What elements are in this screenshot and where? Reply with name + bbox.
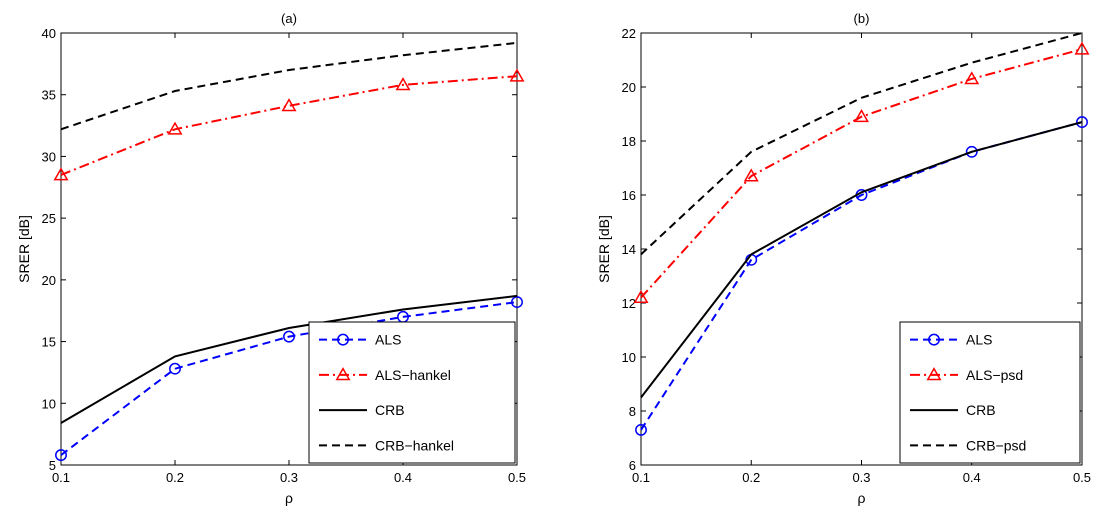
legend-marker bbox=[335, 367, 351, 381]
y-tick-label: 10 bbox=[622, 350, 636, 365]
series-line-2 bbox=[60, 294, 518, 424]
data-point bbox=[283, 330, 295, 343]
y-tick-label: 5 bbox=[49, 458, 56, 473]
y-axis-label: SRER [dB] bbox=[16, 215, 32, 283]
data-point bbox=[964, 71, 980, 85]
legend-label: CRB bbox=[966, 402, 996, 418]
y-tick-label: 20 bbox=[42, 273, 56, 288]
y-tick-label: 16 bbox=[622, 188, 636, 203]
data-point bbox=[965, 145, 978, 158]
x-tick-label: 0.2 bbox=[166, 470, 184, 485]
data-point bbox=[53, 167, 69, 181]
y-tick-label: 22 bbox=[622, 26, 636, 41]
y-tick-label: 8 bbox=[629, 404, 636, 419]
chart-b: 0.1 0.2 0.3 0.4 0.5 6 8 10 12 14 16 18 20 22 (b) ρ SRER … bbox=[596, 11, 1091, 506]
x-axis-label: ρ bbox=[285, 490, 293, 506]
y-tick-label: 18 bbox=[622, 134, 636, 149]
data-point bbox=[169, 362, 181, 375]
x-axis-label: ρ bbox=[858, 490, 866, 506]
y-tick-label: 15 bbox=[42, 335, 56, 350]
legend-marker bbox=[926, 367, 942, 381]
series-line-1 bbox=[60, 75, 518, 176]
legend: ALS ALS−hankel CRB CRB−hankel bbox=[308, 321, 516, 464]
legend-label: ALS bbox=[966, 332, 992, 348]
x-tick-label: 0.4 bbox=[963, 470, 981, 485]
data-point bbox=[281, 98, 297, 112]
y-tick-label: 14 bbox=[622, 242, 636, 257]
data-point bbox=[509, 68, 525, 82]
data-point bbox=[55, 449, 67, 462]
y-tick-label: 10 bbox=[42, 396, 56, 411]
x-tick-label: 0.4 bbox=[394, 470, 412, 485]
series-line-0 bbox=[60, 301, 518, 456]
legend-label: CRB bbox=[375, 402, 405, 418]
series-line-3 bbox=[60, 41, 518, 131]
x-tick-label: 0.5 bbox=[1073, 470, 1091, 485]
x-tick-label: 0.3 bbox=[280, 470, 298, 485]
data-point bbox=[167, 121, 183, 135]
legend-label: ALS bbox=[375, 332, 401, 348]
data-point bbox=[635, 423, 647, 436]
y-tick-label: 40 bbox=[42, 26, 56, 41]
y-tick-label: 25 bbox=[42, 211, 56, 226]
x-tick-label: 0.1 bbox=[632, 470, 650, 485]
y-tick-label: 35 bbox=[42, 88, 56, 103]
legend-label: CRB−psd bbox=[966, 437, 1026, 453]
chart-title: (b) bbox=[854, 11, 870, 26]
data-point bbox=[1074, 41, 1090, 55]
legend-marker bbox=[337, 333, 349, 346]
chart-a: 0.1 0.2 0.3 0.4 0.5 5 10 15 20 25 30 35 40 (a) ρ SRER [… bbox=[16, 11, 526, 506]
series-line-3 bbox=[640, 32, 1083, 256]
chart-title: (a) bbox=[281, 11, 297, 26]
x-tick-label: 0.5 bbox=[508, 470, 526, 485]
legend-box bbox=[899, 321, 1081, 464]
data-point bbox=[743, 168, 759, 182]
x-tick-label: 0.3 bbox=[852, 470, 870, 485]
y-tick-label: 12 bbox=[622, 296, 636, 311]
legend-marker bbox=[928, 333, 940, 346]
legend-label: ALS−psd bbox=[966, 367, 1023, 383]
data-point bbox=[854, 108, 869, 123]
y-axis-label: SRER [dB] bbox=[596, 215, 612, 283]
y-tick-label: 30 bbox=[42, 149, 56, 164]
series-line-2 bbox=[640, 121, 1083, 399]
series-line-1 bbox=[640, 48, 1083, 299]
data-point bbox=[1076, 116, 1088, 129]
legend-label: CRB−hankel bbox=[375, 437, 454, 453]
data-point bbox=[633, 289, 649, 303]
legend-label: ALS−hankel bbox=[375, 367, 451, 383]
y-tick-label: 6 bbox=[629, 458, 636, 473]
data-point bbox=[395, 77, 411, 91]
x-tick-label: 0.1 bbox=[52, 470, 70, 485]
legend: ALS ALS−psd CRB CRB−psd bbox=[899, 321, 1081, 464]
y-tick-label: 20 bbox=[622, 80, 636, 95]
x-tick-label: 0.2 bbox=[742, 470, 760, 485]
